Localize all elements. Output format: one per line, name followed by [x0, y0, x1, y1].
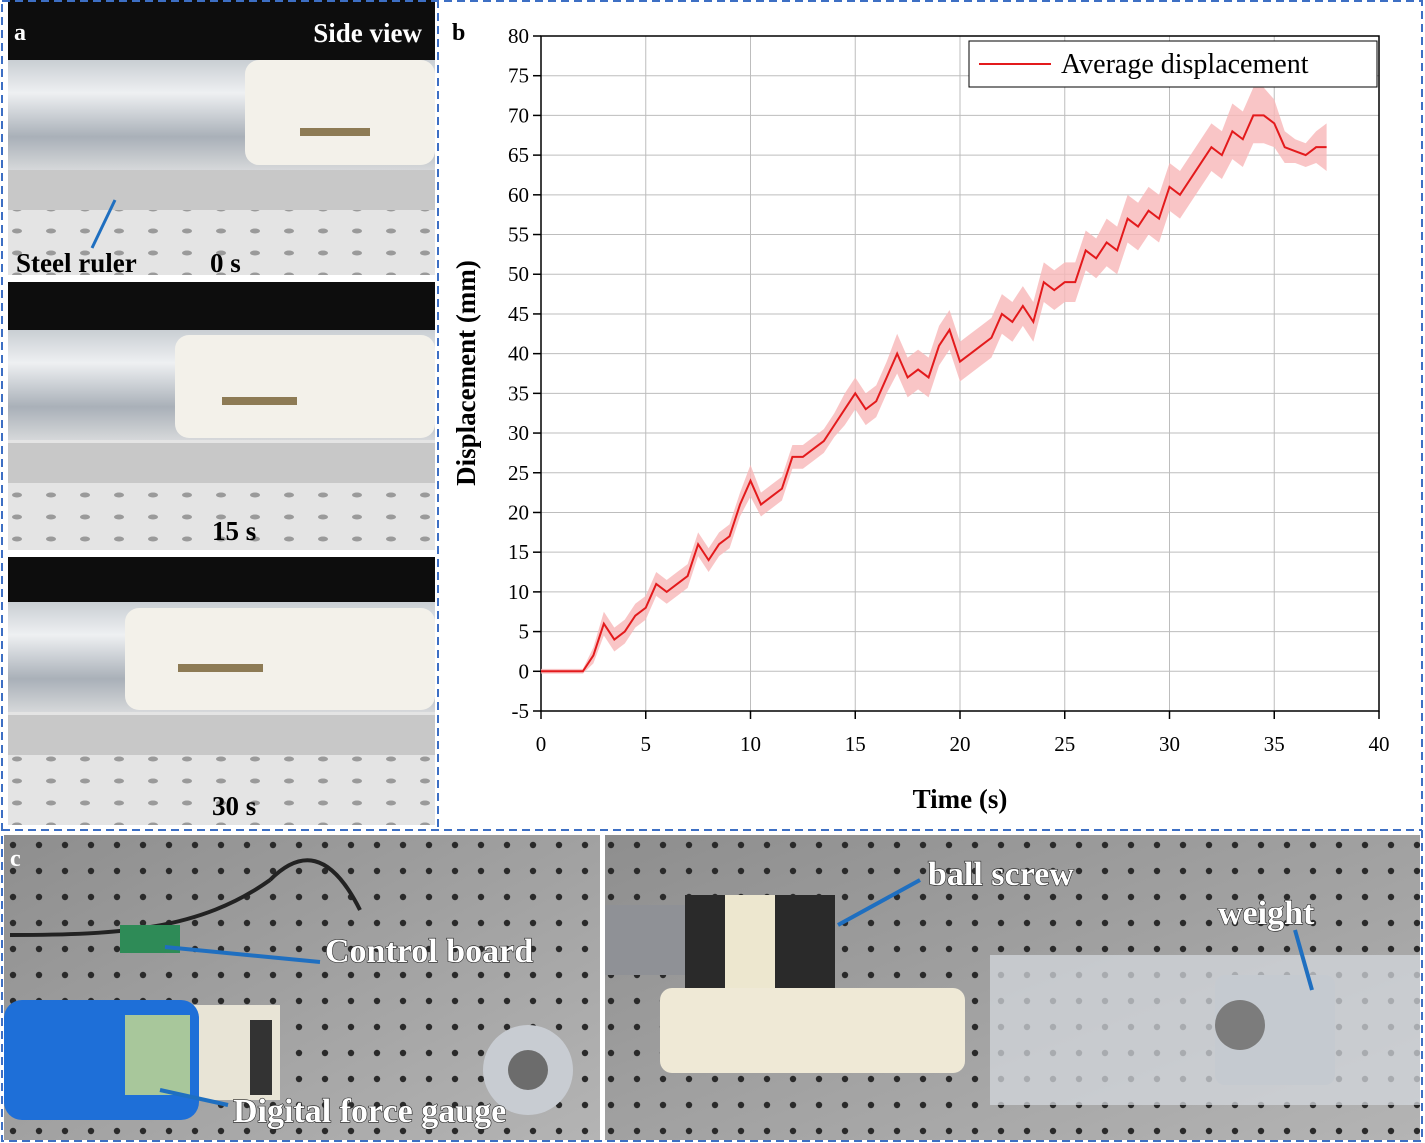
time-label: 0 s	[210, 248, 241, 278]
pointers	[159, 878, 1314, 1107]
ruler-label: Steel ruler	[16, 248, 137, 278]
x-tick-label: 30	[1159, 732, 1180, 756]
y-tick-label: 20	[508, 500, 529, 524]
chart: b Time (s) Displacement (mm) 0 5 10 15 20 25 3…	[451, 20, 1390, 814]
annotation: Control board	[325, 933, 533, 970]
plot-frame	[540, 35, 1380, 712]
y-tick-label: 45	[508, 302, 529, 326]
panel-label: a	[14, 20, 26, 46]
time-label: 30 s	[212, 791, 256, 821]
y-tick-label: 30	[508, 421, 529, 445]
y-axis-label: Displacement (mm)	[451, 260, 481, 486]
data-line	[541, 114, 1327, 673]
y-tick-label: 60	[508, 183, 529, 207]
view-label: Side view	[313, 18, 422, 48]
y-tick-label: -5	[512, 699, 530, 723]
y-tick-label: 55	[508, 223, 529, 247]
panel-label: c	[10, 846, 21, 872]
y-tick-label: 75	[508, 64, 529, 88]
photo	[605, 835, 1420, 1140]
photo	[8, 557, 435, 825]
error-band	[541, 87, 1327, 674]
x-tick-label: 25	[1054, 732, 1075, 756]
y-tick-label: 25	[508, 461, 529, 485]
legend-label: Average displacement	[1061, 49, 1309, 80]
x-tick-label: 20	[950, 732, 971, 756]
y-tick-label: 15	[508, 540, 529, 564]
y-tick-label: 40	[508, 342, 529, 366]
x-tick-label: 5	[641, 732, 652, 756]
x-tick-label: 40	[1369, 732, 1390, 756]
y-tick-label: 35	[508, 381, 529, 405]
photo	[8, 0, 435, 275]
time-label: 15 s	[212, 516, 256, 546]
y-tick-label: 70	[508, 103, 529, 127]
y-tick-label: 5	[519, 620, 530, 644]
annotation: ball screw	[928, 856, 1074, 893]
x-tick-label: 0	[536, 732, 547, 756]
x-tick-label: 35	[1264, 732, 1285, 756]
photo	[4, 835, 600, 1140]
panel-c: c Control board Digital force gauge ball…	[4, 835, 1420, 1140]
pointer	[90, 199, 117, 249]
y-tick-label: 65	[508, 143, 529, 167]
photo	[8, 282, 435, 550]
annotation: weight	[1218, 895, 1315, 932]
y-tick-label: 80	[508, 24, 529, 48]
annotation: Digital force gauge	[233, 1093, 506, 1130]
x-tick-label: 15	[845, 732, 866, 756]
y-tick-label: 50	[508, 262, 529, 286]
panel-a: a Side view Steel ruler 0 s 15 s 30 s	[8, 0, 435, 825]
x-tick-label: 10	[740, 732, 761, 756]
y-tick-label: 0	[519, 659, 530, 683]
panel-label: b	[452, 20, 465, 46]
y-tick-label: 10	[508, 580, 529, 604]
x-axis-label: Time (s)	[913, 784, 1008, 814]
